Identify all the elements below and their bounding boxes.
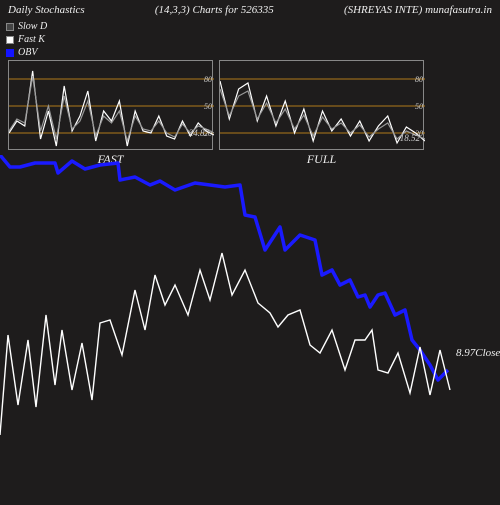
- main-chart: [0, 155, 500, 500]
- chart-header: Daily Stochastics (14,3,3) Charts for 52…: [8, 4, 492, 16]
- swatch-icon: [6, 23, 14, 31]
- params: (14,3,3) Charts for 526335: [155, 4, 274, 16]
- legend-slowd: Slow D: [6, 20, 47, 33]
- full-chart: 205080: [220, 61, 425, 151]
- stock: (SHREYAS INTE): [344, 4, 422, 16]
- svg-text:80: 80: [204, 75, 212, 84]
- legend-fastk: Fast K: [6, 33, 47, 46]
- fast-panel: 205080 FAST 24.87: [8, 60, 213, 150]
- swatch-icon: [6, 36, 14, 44]
- fast-value: 24.87: [189, 128, 209, 138]
- site: munafasutra.in: [425, 4, 492, 16]
- svg-text:80: 80: [415, 75, 423, 84]
- title: Daily Stochastics: [8, 4, 85, 16]
- legend: Slow D Fast K OBV: [6, 20, 47, 59]
- fast-chart: 205080: [9, 61, 214, 151]
- main-chart-area: 8.97Close: [0, 155, 500, 500]
- full-panel: 205080 FULL 18.52: [219, 60, 424, 150]
- svg-text:50: 50: [415, 102, 423, 111]
- svg-text:50: 50: [204, 102, 212, 111]
- legend-obv: OBV: [6, 46, 47, 59]
- swatch-icon: [6, 49, 14, 57]
- mini-panels: 205080 FAST 24.87 205080 FULL 18.52: [8, 60, 424, 150]
- close-label: 8.97Close: [456, 347, 500, 359]
- full-value: 18.52: [400, 133, 420, 143]
